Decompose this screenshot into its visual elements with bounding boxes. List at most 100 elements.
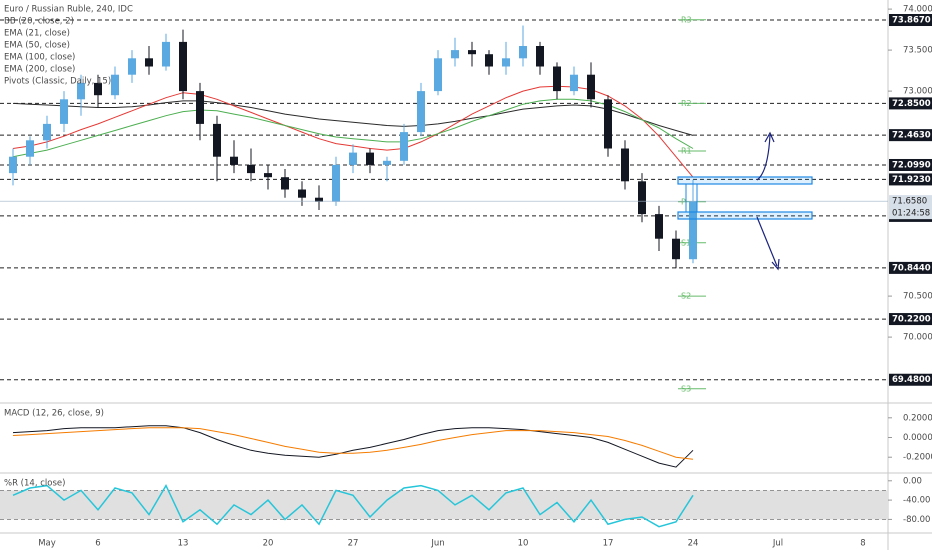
candle-body [349, 152, 357, 165]
candle-body [162, 41, 170, 67]
candle-body [587, 74, 595, 100]
x-tick-label: 24 [688, 539, 699, 549]
candle-body [230, 156, 238, 165]
x-tick-label: 6 [95, 539, 100, 549]
candle-body [315, 197, 323, 202]
level-label-box [889, 261, 932, 274]
candle-body [264, 173, 272, 178]
candle-body [519, 46, 527, 59]
candle-body [604, 99, 612, 149]
x-tick-label: 8 [860, 539, 865, 549]
pivot-label: R2 [681, 99, 692, 108]
y-tick-label: 74.0000 [903, 5, 932, 15]
pivot-label: P [681, 197, 686, 206]
last-price-label: 71.6580 [892, 197, 927, 207]
y-tick-label: 0.00 [903, 476, 922, 486]
level-label: 73.8670 [892, 16, 931, 26]
candle-body [94, 82, 102, 96]
candle-body [298, 189, 306, 198]
level-label-box [889, 97, 932, 110]
candle-body [77, 82, 85, 100]
level-label: 69.4800 [892, 375, 931, 385]
indicator-label: EMA (100, close) [4, 53, 75, 63]
pivot-label: S1 [681, 238, 691, 247]
pane-title: MACD (12, 26, close, 9) [4, 409, 104, 419]
y-tick-label: 73.5000 [903, 46, 932, 56]
y-tick-label: -40.00 [903, 496, 930, 506]
x-tick-label: Jun [430, 539, 444, 549]
series-line [12, 425, 694, 468]
y-tick-label: 73.0000 [903, 87, 932, 97]
level-label-box [889, 313, 932, 326]
indicator-label: EMA (200, close) [4, 65, 75, 75]
candle-body [145, 58, 153, 67]
down-arrowhead [771, 258, 780, 271]
y-tick-label: -80.00 [903, 515, 930, 525]
ma-line [12, 98, 694, 158]
annotations [677, 131, 813, 271]
x-tick-label: 10 [518, 539, 529, 549]
level-label: 72.4630 [892, 131, 931, 141]
up-arrow [756, 134, 771, 181]
level-label: 70.8440 [892, 263, 931, 273]
pivot-label: S2 [681, 292, 691, 301]
x-tick-label: 27 [348, 539, 359, 549]
level-label: 70.2200 [892, 315, 931, 325]
indicator-label: BB (20, close, 2) [4, 17, 74, 27]
candle-body [451, 50, 459, 59]
plot-layer: R3 R2 R1 P S1 S2 S3 [0, 8, 892, 528]
candle-body [128, 58, 136, 75]
pivot-label: R1 [681, 146, 692, 155]
up-arrowhead [764, 131, 775, 143]
level-label: 72.8500 [892, 99, 931, 109]
level-label-box [889, 173, 932, 186]
candle-body [383, 160, 391, 165]
candle-body [111, 74, 119, 96]
series-line [12, 483, 694, 528]
down-arrow [756, 216, 778, 267]
candle-body [60, 99, 68, 124]
candle-body [9, 156, 17, 174]
level-label: 72.0990 [892, 160, 931, 170]
series-line [12, 427, 694, 460]
candle-body [689, 201, 697, 260]
candle-body [247, 164, 255, 174]
candle-body [485, 54, 493, 67]
pivot-label: S3 [681, 384, 691, 393]
candle-body [570, 74, 578, 92]
candle-body [213, 123, 221, 157]
level-label-box [889, 373, 932, 386]
candle-body [621, 148, 629, 182]
candle-body [196, 91, 204, 124]
support-zone [677, 211, 813, 220]
y-tick-label: 70.5000 [903, 292, 932, 302]
x-tick-label: 20 [263, 539, 274, 549]
level-label-box [889, 158, 932, 171]
x-tick-label: 13 [178, 539, 189, 549]
y-tick-label: -0.2000 [903, 453, 932, 463]
y-tick-label: 0.2000 [903, 413, 932, 423]
level-label-box [889, 14, 932, 27]
candle-body [672, 238, 680, 260]
indicator-label: EMA (21, close) [4, 29, 70, 39]
indicator-label: EMA (50, close) [4, 41, 70, 51]
candle-body [26, 140, 34, 157]
pivot-label: R3 [681, 15, 692, 24]
candle-body [553, 66, 561, 92]
ma-line [12, 100, 694, 136]
y-tick-label: 70.0000 [903, 333, 932, 343]
label-layer: 74.0000 73.5000 73.0000 70.5000 70.0000 May 6 1… [4, 5, 932, 549]
candle-body [179, 41, 187, 92]
candle-body [434, 58, 442, 92]
pane-title: %R (14, close) [4, 479, 65, 489]
x-tick-label: May [38, 539, 56, 549]
range-box [685, 183, 698, 213]
candle-body [502, 58, 510, 67]
level-label: 71.9230 [892, 175, 931, 185]
level-label-box [889, 129, 932, 142]
x-tick-label: 17 [603, 539, 614, 549]
y-tick-label: 0.0000 [903, 433, 932, 443]
candle-body [332, 164, 340, 202]
